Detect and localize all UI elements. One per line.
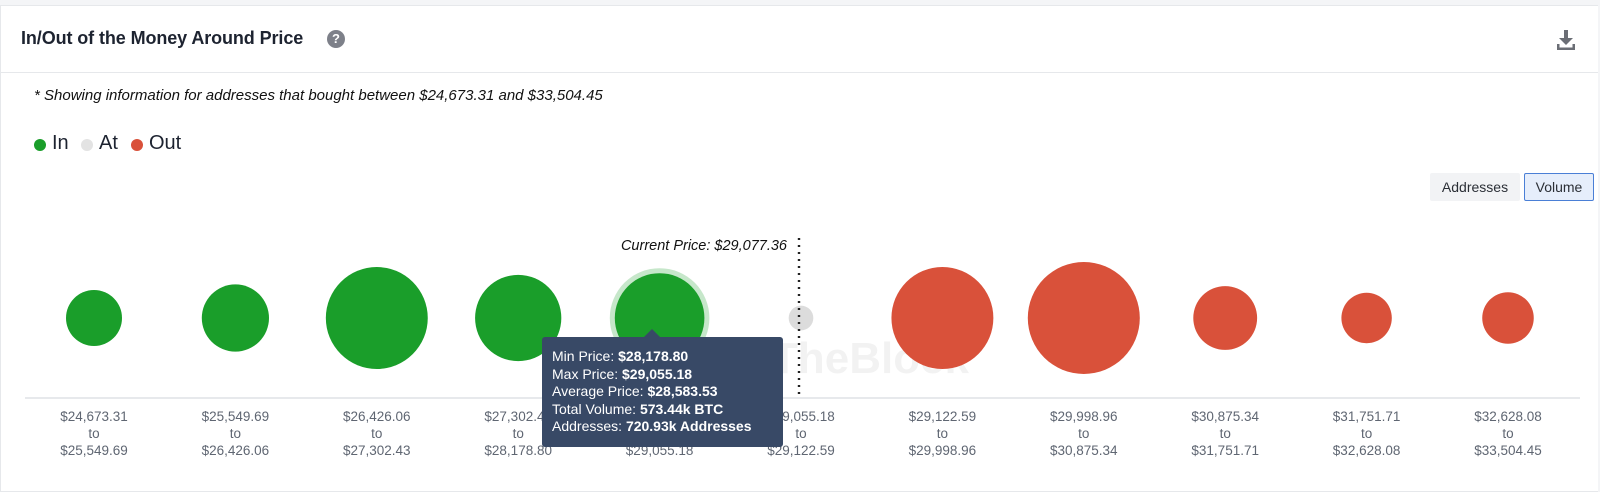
tick-label-0-1: to — [88, 426, 99, 441]
tick-label-5-1: to — [795, 426, 806, 441]
tick-label-8-0: $30,875.34 — [1191, 409, 1259, 424]
bubble-6 — [891, 267, 994, 369]
tick-label-9-2: $32,628.08 — [1333, 443, 1401, 458]
tick-label-3-1: to — [513, 426, 524, 441]
bubble-7 — [1027, 262, 1140, 374]
legend-label-in: In — [52, 132, 69, 154]
tick-label-8-1: to — [1220, 426, 1231, 441]
tooltip: Min Price: $28,178.80 Max Price: $29,055… — [542, 329, 783, 447]
tick-label-7-2: $30,875.34 — [1050, 443, 1118, 458]
tooltip-avg-price: Average Price: $28,583.53 — [552, 383, 718, 399]
info-note: * Showing information for addresses that… — [34, 87, 603, 104]
download-icon[interactable] — [1554, 28, 1578, 52]
legend-dot-out — [131, 139, 143, 151]
current-price-label: Current Price: $29,077.36 — [621, 238, 788, 254]
tick-label-10-1: to — [1502, 426, 1513, 441]
tick-label-3-2: $28,178.80 — [484, 443, 552, 458]
tooltip-min-price: Min Price: $28,178.80 — [552, 348, 689, 364]
chart-card: In/Out of the Money Around Price ? — [0, 5, 1598, 492]
chart-title: In/Out of the Money Around Price — [21, 28, 304, 48]
tick-label-1-0: $25,549.69 — [202, 409, 270, 424]
bubble-3 — [475, 274, 562, 362]
tick-label-7-0: $29,998.96 — [1050, 409, 1118, 424]
tick-label-2-0: $26,426.06 — [343, 409, 411, 424]
tick-label-0-2: $25,549.69 — [60, 443, 128, 458]
bubble-2 — [325, 267, 428, 369]
tick-label-8-2: $31,751.71 — [1191, 443, 1259, 458]
tick-label-7-1: to — [1078, 426, 1089, 441]
tick-label-5-0: $29,055.18 — [767, 409, 835, 424]
tick-label-9-1: to — [1361, 426, 1372, 441]
tick-label-5-2: $29,122.59 — [767, 443, 835, 458]
tick-label-6-0: $29,122.59 — [909, 409, 977, 424]
tooltip-addresses: Addresses: 720.93k Addresses — [552, 418, 752, 434]
tick-label-1-2: $26,426.06 — [202, 443, 270, 458]
legend-label-out: Out — [149, 132, 182, 154]
card-header: In/Out of the Money Around Price ? — [1, 6, 1598, 73]
tick-label-2-1: to — [371, 426, 382, 441]
tick-label-3-0: $27,302.43 — [484, 409, 552, 424]
tick-label-2-2: $27,302.43 — [343, 443, 411, 458]
tick-label-0-0: $24,673.31 — [60, 409, 128, 424]
tooltip-arrow — [644, 329, 660, 337]
bubble-5 — [788, 305, 814, 331]
tick-label-6-1: to — [937, 426, 948, 441]
bubble-0 — [66, 290, 122, 346]
addresses-button[interactable]: Addresses — [1430, 173, 1520, 201]
bubble-10 — [1482, 292, 1534, 344]
tick-label-6-2: $29,998.96 — [909, 443, 977, 458]
legend-dot-in — [34, 139, 46, 151]
volume-button[interactable]: Volume — [1524, 173, 1594, 201]
tick-label-9-0: $31,751.71 — [1333, 409, 1401, 424]
help-icon[interactable]: ? — [327, 30, 345, 48]
legend-label-at: At — [99, 132, 118, 154]
tick-label-10-2: $33,504.45 — [1474, 443, 1542, 458]
tick-label-1-1: to — [230, 426, 241, 441]
tick-label-10-0: $32,628.08 — [1474, 409, 1542, 424]
tooltip-max-price: Max Price: $29,055.18 — [552, 365, 693, 382]
bubble-1 — [201, 284, 269, 352]
legend-dot-at — [81, 139, 93, 151]
bubble-9 — [1341, 292, 1392, 344]
bubble-8 — [1193, 286, 1258, 350]
tooltip-volume: Total Volume: 573.44k BTC — [552, 400, 724, 417]
